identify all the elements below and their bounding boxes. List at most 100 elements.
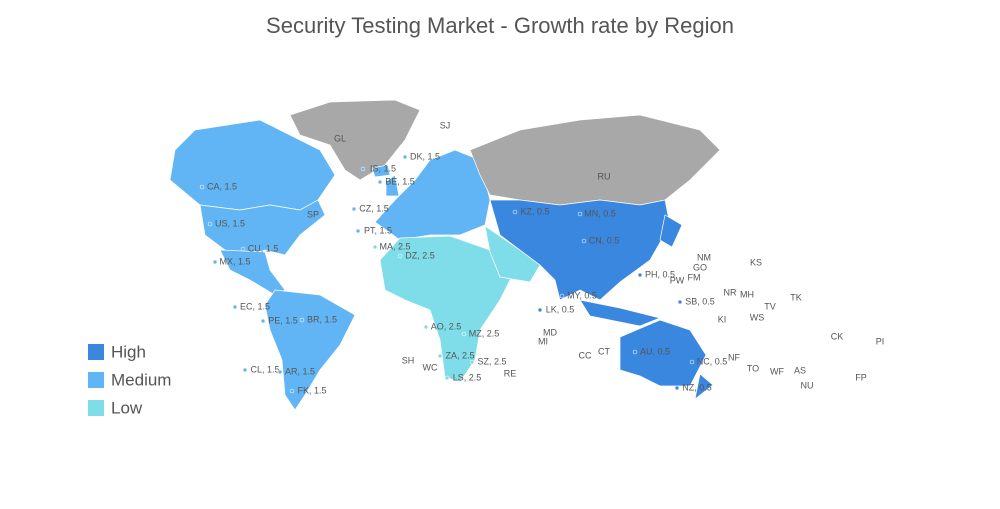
legend-swatch: [88, 372, 104, 388]
region-label: KS: [750, 257, 762, 267]
region-marker: [461, 331, 467, 337]
region-label: MZ, 2.5: [469, 328, 500, 338]
region-label: MY, 0.5: [567, 290, 597, 300]
region-label: TK: [790, 292, 802, 302]
region-label: GL: [334, 133, 346, 143]
region-marker: [277, 369, 283, 375]
region-label: MN, 0.5: [584, 208, 616, 218]
map-title: Security Testing Market - Growth rate by…: [266, 13, 734, 38]
region-label: DK, 1.5: [410, 151, 440, 161]
region-marker: [577, 211, 583, 217]
region-marker: [437, 353, 443, 359]
region-marker: [242, 367, 248, 373]
region-label: PT, 1.5: [364, 225, 392, 235]
region-label: NF: [728, 352, 740, 362]
region-label: AU, 0.5: [640, 346, 670, 356]
region-label: SH: [402, 355, 415, 365]
region-label: TV: [764, 301, 776, 311]
region-label: SZ, 2.5: [477, 356, 506, 366]
region-label: PH, 0.5: [645, 269, 675, 279]
region-marker: [397, 253, 403, 259]
region-label: MX, 1.5: [219, 256, 250, 266]
legend: High Medium Low: [88, 342, 171, 417]
region-marker: [674, 385, 680, 391]
legend-label: High: [111, 342, 146, 361]
region-label: WS: [750, 312, 765, 322]
region-label: TO: [747, 363, 759, 373]
region-marker: [355, 228, 361, 234]
region-label: LK, 0.5: [546, 304, 575, 314]
region-label: NR: [724, 287, 737, 297]
region-marker: [637, 272, 643, 278]
land-shape: [659, 214, 683, 248]
region-label: PI: [876, 336, 885, 346]
region-label: RE: [504, 368, 517, 378]
region-marker: [240, 246, 246, 252]
region-label: NM: [697, 252, 711, 262]
region-label: MI: [538, 336, 548, 346]
region-marker: [512, 209, 518, 215]
land: [169, 99, 721, 411]
land-shape: [694, 373, 714, 400]
region-label: CU, 1.5: [248, 243, 279, 253]
region-label: FM: [688, 272, 701, 282]
region-marker: [199, 184, 205, 190]
region-label: PE, 1.5: [268, 315, 298, 325]
land-shape: [619, 319, 707, 387]
region-marker: [207, 221, 213, 227]
region-marker: [299, 317, 305, 323]
land-shape: [469, 114, 721, 206]
region-label: IS, 1.5: [370, 163, 396, 173]
region-label: SB, 0.5: [685, 296, 715, 306]
region-label: SP: [307, 209, 319, 219]
region-marker: [537, 307, 543, 313]
region-marker: [689, 359, 695, 365]
region-marker: [469, 359, 475, 365]
region-label: AR, 1.5: [285, 366, 315, 376]
region-label: WF: [770, 366, 784, 376]
region-label: RU: [598, 171, 611, 181]
region-marker: [377, 179, 383, 185]
region-marker: [351, 206, 357, 212]
land-shape: [489, 199, 671, 301]
region-label: LS, 2.5: [453, 372, 482, 382]
legend-swatch: [88, 344, 104, 360]
region-label: CT: [598, 346, 610, 356]
legend-label: Low: [111, 398, 143, 417]
region-marker: [232, 304, 238, 310]
region-marker: [423, 324, 429, 330]
region-marker: [212, 259, 218, 265]
region-label: MA, 2.5: [379, 241, 410, 251]
region-label: AS: [794, 365, 806, 375]
region-label: NU: [801, 380, 814, 390]
region-label: MD: [543, 327, 557, 337]
region-label: CN, 0.5: [589, 235, 620, 245]
region-label: CC: [579, 350, 592, 360]
region-labels: CA, 1.5 US, 1.5 MX, 1.5 CU, 1.5 EC, 1.5 PE, 1…: [199, 120, 885, 395]
region-marker: [559, 293, 565, 299]
land-shape: [579, 299, 662, 327]
land-shape: [385, 174, 400, 197]
region-marker: [372, 244, 378, 250]
region-marker: [677, 299, 683, 305]
legend-label: Medium: [111, 370, 171, 389]
region-label: CZ, 1.5: [359, 203, 389, 213]
region-label: SJ: [440, 120, 451, 130]
land-shape: [379, 235, 516, 383]
region-label: BR, 1.5: [307, 314, 337, 324]
land-shape: [289, 99, 421, 181]
region-label: FP: [855, 372, 867, 382]
region-label: US, 1.5: [215, 218, 245, 228]
region-marker: [289, 388, 295, 394]
region-label: AO, 2.5: [431, 321, 462, 331]
region-label: CK: [831, 331, 844, 341]
region-label: WC: [423, 362, 438, 372]
land-shape: [371, 164, 391, 178]
region-label: ZA, 2.5: [445, 350, 474, 360]
legend-swatch: [88, 400, 104, 416]
region-label: NZ, 0.5: [682, 382, 712, 392]
region-label: NC, 0.5: [697, 356, 728, 366]
region-label: DZ, 2.5: [405, 250, 435, 260]
region-label: FK, 1.5: [297, 385, 326, 395]
region-label: CL, 1.5: [250, 364, 279, 374]
